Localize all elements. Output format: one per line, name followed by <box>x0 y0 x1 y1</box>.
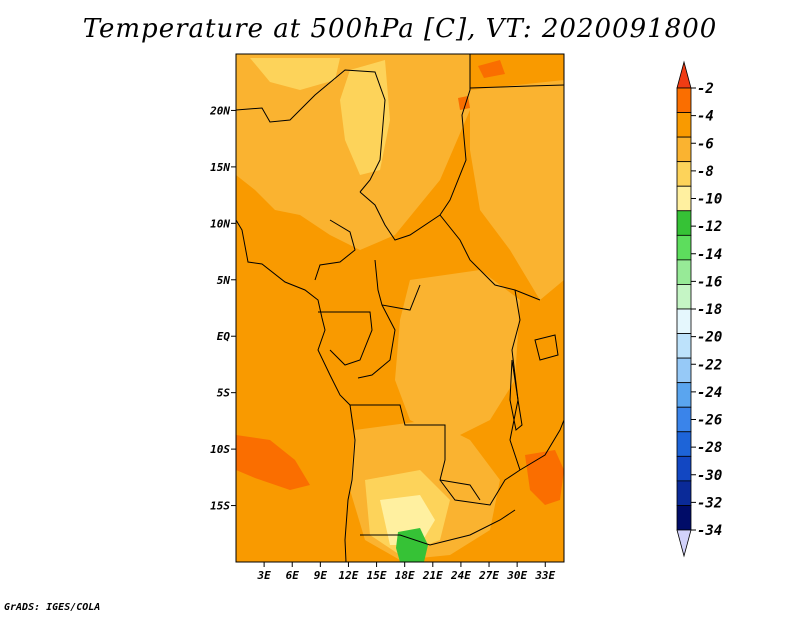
border-congo <box>357 304 396 379</box>
border-ne <box>469 84 564 89</box>
border-central-1 <box>359 191 541 301</box>
lat-tick-label: 5S <box>217 387 231 400</box>
border-gabon <box>318 311 373 366</box>
colorbar-label: -2 <box>697 81 714 97</box>
colorbar-segment <box>676 357 692 384</box>
lon-tick-label: 33E <box>534 569 555 582</box>
credit-label: GrADS: IGES/COLA <box>4 602 101 613</box>
colorbar-segment <box>676 87 692 113</box>
border-angola <box>350 404 481 501</box>
field-warm-ne <box>478 60 505 78</box>
colorbar: -2 -4 -6 -8 -10 -12 -14 -16 -18 -20 -22 -24 -26 -28 -3… <box>676 60 722 558</box>
map-frame <box>235 53 565 563</box>
colorbar-label: -34 <box>697 523 722 539</box>
border-north-2 <box>439 54 471 216</box>
colorbar-label: -4 <box>697 109 714 125</box>
colorbar-segment <box>676 136 692 163</box>
field-warm-atlantic <box>236 435 310 490</box>
lat-tick-label: 20N <box>209 104 230 117</box>
colorbar-segment <box>676 161 692 187</box>
colorbar-segment <box>676 234 692 261</box>
lon-tick-label: 24E <box>450 569 471 582</box>
lon-tick-label: 15E <box>367 569 387 582</box>
colorbar-segment <box>676 308 692 334</box>
lon-tick-label: 27E <box>478 569 499 582</box>
border-north-1 <box>236 69 386 193</box>
lon-tick-label: 3E <box>256 569 271 582</box>
border-se <box>519 419 564 471</box>
colorbar-label: -16 <box>697 274 722 290</box>
lat-tick-label: 10S <box>210 443 230 456</box>
colorbar-label: -32 <box>697 495 722 511</box>
colorbar-bottom-arrow <box>676 529 692 558</box>
field-pale-north <box>250 58 340 90</box>
colorbar-segment <box>676 112 692 138</box>
lon-tick-label: 9E <box>314 569 328 582</box>
field-light-center <box>395 270 520 440</box>
colorbar-segment <box>676 333 692 359</box>
boundary-lines <box>236 54 564 562</box>
lake-victoria <box>534 334 559 361</box>
colorbar-segment <box>676 185 692 212</box>
lat-tick-label: 15N <box>210 161 230 174</box>
colorbar-label: -28 <box>697 440 722 456</box>
border-south-2 <box>439 469 521 506</box>
colorbar-label: -30 <box>697 468 722 484</box>
temperature-field <box>236 54 564 562</box>
lat-tick-label: 15S <box>210 500 230 513</box>
colorbar-label: -6 <box>697 136 714 152</box>
colorbar-top-arrow <box>676 60 692 89</box>
colorbar-segment <box>676 480 692 506</box>
latitude-ticks: 20N 15N 10N 5N EQ 5S 10S 15S <box>209 104 236 513</box>
border-central-2 <box>314 219 356 281</box>
border-south-1 <box>360 509 516 546</box>
coastline-west <box>236 219 356 562</box>
lon-tick-label: 18E <box>395 569 415 582</box>
colorbar-label: -22 <box>697 357 722 373</box>
lat-tick-label: EQ <box>217 330 231 343</box>
colorbar-segment <box>676 406 692 433</box>
colorbar-segment <box>676 259 692 285</box>
colorbar-label: -14 <box>697 247 722 263</box>
colorbar-segment <box>676 382 692 408</box>
colorbar-segment <box>676 455 692 482</box>
colorbar-label: -26 <box>697 413 722 429</box>
colorbar-segment <box>676 431 692 457</box>
lon-tick-label: 21E <box>422 569 443 582</box>
colorbar-segment <box>676 284 692 310</box>
colorbar-label: -8 <box>697 164 714 180</box>
map-title: Temperature at 500hPa [C], VT: 202009180… <box>82 14 718 44</box>
lat-tick-label: 10N <box>210 217 230 230</box>
colorbar-label: -18 <box>697 302 722 318</box>
lon-tick-label: 6E <box>286 569 300 582</box>
colorbar-label: -20 <box>697 330 722 346</box>
field-pale-north-2 <box>340 60 390 175</box>
lat-tick-label: 5N <box>217 274 231 287</box>
colorbar-label: -24 <box>697 385 722 401</box>
border-lakes <box>509 289 521 471</box>
field-light-east <box>470 80 564 300</box>
colorbar-segment <box>676 505 692 531</box>
colorbar-segment <box>676 210 692 236</box>
longitude-ticks: 3E 6E 9E 12E 15E 18E 21E 24E 27E 30E 33E <box>256 562 556 582</box>
lake-tanganyika <box>509 359 523 431</box>
colorbar-label: -10 <box>697 192 722 208</box>
lon-tick-label: 12E <box>339 569 359 582</box>
lon-tick-label: 30E <box>506 569 527 582</box>
colorbar-label: -12 <box>697 219 722 235</box>
field-warm-east <box>525 450 564 505</box>
